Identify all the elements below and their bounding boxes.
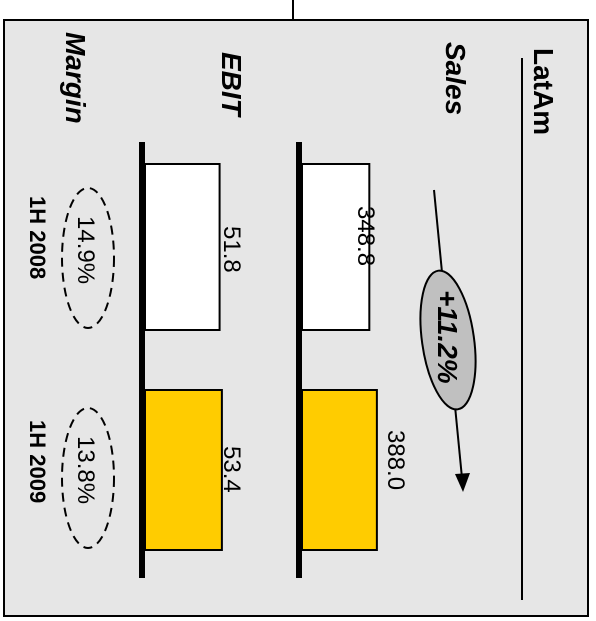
- bar-sales-1h2008: [301, 163, 371, 331]
- margin-value-1h2009: 13.8%: [72, 436, 99, 504]
- growth-badge: [419, 269, 477, 411]
- growth-badge-label: +11.2%: [432, 290, 463, 384]
- value-label-ebit-1h2009: 53.4: [218, 446, 245, 493]
- value-label-sales-1h2008: 348.8: [352, 206, 379, 266]
- margin-ellipse-1h2009: [61, 407, 115, 549]
- panel-title: LatAm: [528, 48, 559, 135]
- margin-value-1h2008: 14.9%: [72, 216, 99, 284]
- row-label-ebit: EBIT: [216, 52, 247, 119]
- growth-arrow-head: [455, 473, 470, 492]
- bar-ebit-1h2008: [144, 163, 221, 331]
- value-label-ebit-1h2008: 51.8: [218, 226, 245, 273]
- bar-ebit-1h2009: [144, 389, 223, 551]
- category-label-1h2009: 1H 2009: [25, 420, 50, 503]
- row-label-sales: Sales: [440, 42, 471, 115]
- margin-ellipse-1h2008: [61, 187, 115, 329]
- row-label-margin: Margin: [60, 32, 91, 124]
- bar-sales-1h2009: [301, 389, 378, 551]
- category-label-1h2008: 1H 2008: [25, 196, 50, 279]
- value-label-sales-1h2009: 388.0: [382, 430, 409, 490]
